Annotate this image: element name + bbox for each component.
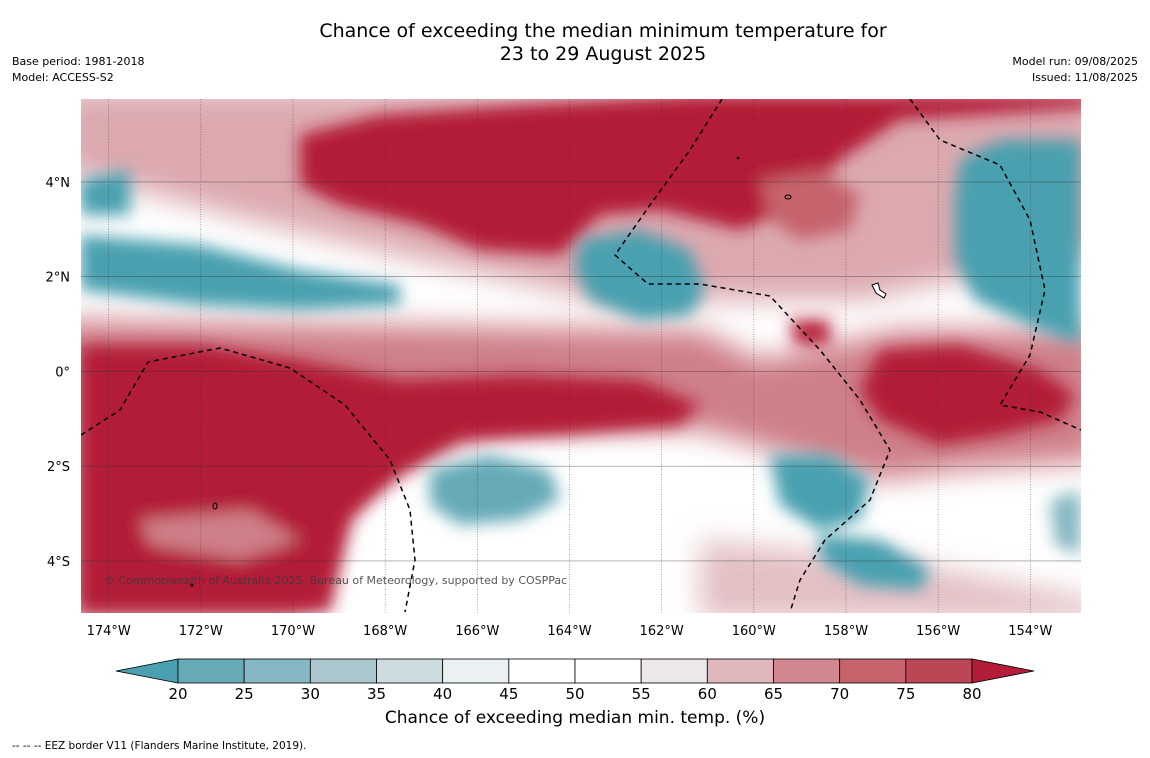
colorbar-tick-label: 30 <box>301 685 320 703</box>
issued-date: Issued: 11/08/2025 <box>1031 71 1138 84</box>
colorbar-tick-label: 70 <box>830 685 849 703</box>
colorbar-segment <box>905 658 973 684</box>
lon-tick-label: 158°W <box>824 624 868 639</box>
colorbar-segment <box>839 658 907 684</box>
info-right: Model run: 09/08/2025 Issued: 11/08/2025 <box>1012 54 1138 86</box>
lon-tick-label: 164°W <box>547 624 591 639</box>
lon-tick-label: 166°W <box>455 624 499 639</box>
lon-tick-label: 162°W <box>640 624 684 639</box>
grid-lines <box>81 99 1081 613</box>
base-period: Base period: 1981-2018 <box>12 55 145 68</box>
colorbar-high-extension <box>971 658 1035 684</box>
model-run: Model run: 09/08/2025 <box>1012 55 1138 68</box>
lon-tick-label: 160°W <box>732 624 776 639</box>
colorbar-tick-label: 55 <box>632 685 651 703</box>
map-title-line2: 23 to 29 August 2025 <box>499 43 707 65</box>
colorbar-segment <box>442 658 510 684</box>
model-name: Model: ACCESS-S2 <box>12 71 114 84</box>
lat-tick-label: 2°N <box>46 271 71 286</box>
colorbar-tick-label: 20 <box>168 685 187 703</box>
info-left: Base period: 1981-2018 Model: ACCESS-S2 <box>12 54 144 86</box>
lon-tick-label: 154°W <box>1008 624 1052 639</box>
colorbar-tick-label: 80 <box>962 685 981 703</box>
colorbar-tick-label: 65 <box>764 685 783 703</box>
colorbar-tick-label: 60 <box>698 685 717 703</box>
lat-tick-label: 4°N <box>46 176 71 191</box>
colorbar-tick-label: 40 <box>433 685 452 703</box>
colorbar-tick-label: 45 <box>499 685 518 703</box>
colorbar-tick-label: 25 <box>235 685 254 703</box>
colorbar-segment <box>773 658 841 684</box>
colorbar-segment <box>574 658 642 684</box>
map-title-line1: Chance of exceeding the median minimum t… <box>319 20 887 42</box>
colorbar-segment <box>508 658 576 684</box>
lon-tick-label: 156°W <box>916 624 960 639</box>
lat-tick-label: 0° <box>55 365 70 380</box>
colorbar-tick-label: 50 <box>565 685 584 703</box>
colorbar-segment <box>706 658 774 684</box>
eez-border <box>81 99 1081 613</box>
colorbar-segment <box>376 658 444 684</box>
colorbar-segment <box>640 658 708 684</box>
colorbar-segment <box>243 658 311 684</box>
colorbar-tick-label: 75 <box>896 685 915 703</box>
colorbar-segment <box>177 658 245 684</box>
colorbar-tick-label: 35 <box>367 685 386 703</box>
colorbar: 20 25 30 35 40 45 50 55 60 65 70 75 80 <box>115 658 1035 703</box>
longitude-labels: 174°W 172°W 170°W 168°W 166°W 164°W 162°W 160°W… <box>87 624 1053 639</box>
colorbar-low-extension <box>115 658 179 684</box>
map-credit: © Commonwealth of Australia 2025, Bureau… <box>104 574 567 587</box>
contour-field <box>81 99 1081 613</box>
lon-tick-label: 174°W <box>87 624 131 639</box>
lon-tick-label: 170°W <box>271 624 315 639</box>
colorbar-label: Chance of exceeding median min. temp. (%… <box>384 708 766 728</box>
lon-tick-label: 168°W <box>363 624 407 639</box>
lat-tick-label: 2°S <box>47 460 70 475</box>
footnote: -- -- -- EEZ border V11 (Flanders Marine… <box>12 740 307 752</box>
lat-tick-label: 4°S <box>47 555 70 570</box>
latitude-labels: 4°N 2°N 0° 2°S 4°S <box>46 176 71 570</box>
island-outlines <box>190 156 887 587</box>
lon-tick-label: 172°W <box>179 624 223 639</box>
colorbar-segment <box>309 658 377 684</box>
